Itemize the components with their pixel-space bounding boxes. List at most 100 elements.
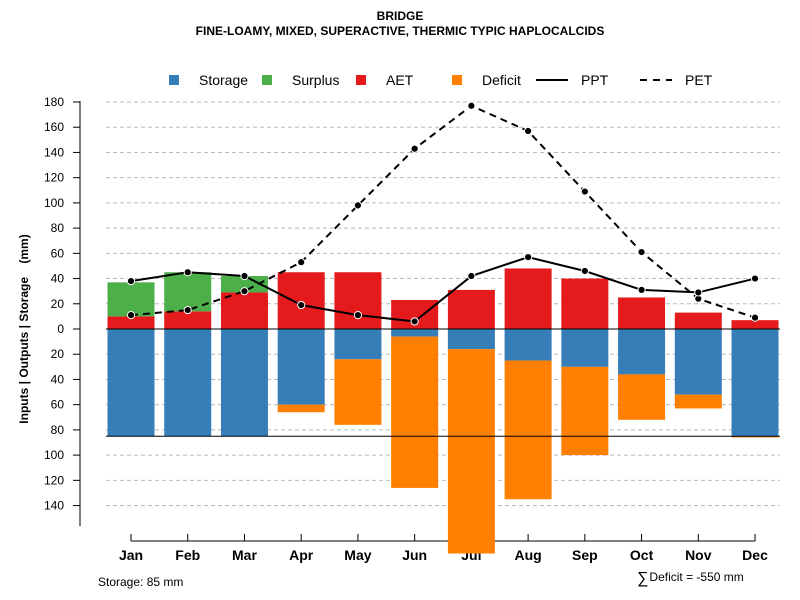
x-tick-label: May (344, 547, 371, 563)
ppt-point (694, 288, 703, 297)
deficit-total-note: ∑Deficit = -550 mm (637, 570, 744, 588)
pet-line (130, 104, 756, 319)
pet-point (750, 313, 760, 322)
x-tick-label: Feb (175, 547, 200, 563)
storage-note: Storage: 85 mm (98, 575, 184, 589)
surplus-bar (107, 282, 155, 317)
y-tick-label: 160 (44, 120, 64, 134)
ppt-point (240, 271, 249, 281)
pet-point (467, 101, 476, 110)
x-tick-label: Apr (289, 547, 314, 563)
aet-bar (220, 292, 268, 329)
y-tick-label: 100 (44, 196, 64, 210)
storage-bar (164, 329, 212, 437)
deficit-bar (504, 360, 552, 500)
deficit-bar (334, 359, 382, 425)
x-tick-label: Dec (742, 547, 768, 563)
ppt-point (467, 271, 476, 281)
pet-point (580, 187, 589, 196)
deficit-bar (447, 349, 495, 554)
storage-bar (334, 329, 382, 360)
pet-point (126, 311, 136, 320)
legend-swatch (262, 75, 272, 85)
legend-label: Surplus (292, 72, 339, 88)
aet-bar (618, 297, 666, 329)
y-tick-label: 60 (51, 398, 65, 412)
storage-bar (674, 329, 722, 395)
x-tick-label: Jan (119, 547, 143, 563)
storage-bar (220, 329, 268, 437)
storage-bar (504, 329, 552, 361)
x-tick-label: Nov (685, 547, 712, 563)
storage-bar (107, 329, 155, 437)
y-tick-label: 60 (51, 246, 65, 260)
y-tick-label: 180 (44, 95, 64, 109)
legend: Storage Surplus AET Deficit PPT PET (169, 72, 713, 88)
y-tick-label: 40 (51, 272, 65, 286)
storage-bar (618, 329, 666, 375)
legend-swatch (169, 75, 179, 85)
y-tick-label: 120 (44, 171, 64, 185)
ppt-point (524, 253, 533, 262)
storage-bar (447, 329, 495, 350)
storage-bar (391, 329, 439, 337)
deficit-total-text: Deficit = -550 mm (649, 570, 744, 584)
ppt-point (297, 300, 306, 310)
deficit-bar (674, 394, 722, 409)
pet-point (410, 144, 419, 153)
aet-bar (561, 278, 609, 329)
deficit-bar (618, 374, 666, 420)
legend-swatch (452, 75, 462, 85)
pet-point (524, 126, 533, 136)
y-axis-label: Inputs | Outputs | Storage (mm) (17, 234, 31, 423)
aet-bar (277, 272, 325, 329)
deficit-bar (731, 436, 779, 438)
y-tick-label: 20 (51, 347, 65, 361)
ppt-point (580, 266, 589, 276)
legend-label: PET (685, 72, 713, 88)
ppt-point (637, 285, 646, 295)
deficit-bar (561, 366, 609, 456)
legend-label: Storage (199, 72, 248, 88)
x-tick-label: Sep (572, 547, 598, 563)
deficit-sum-symbol: ∑ (637, 570, 649, 587)
y-tick-label: 20 (51, 297, 65, 311)
aet-bar (731, 320, 779, 329)
pet-point (353, 201, 363, 210)
legend-swatch (356, 75, 366, 85)
y-tick-label: 80 (51, 221, 65, 235)
aet-bar (334, 272, 382, 329)
chart-title: BRIDGE (376, 9, 424, 23)
chart-subtitle: FINE-LOAMY, MIXED, SUPERACTIVE, THERMIC … (195, 24, 605, 38)
legend-label: AET (386, 72, 414, 88)
y-tick-label: 100 (44, 448, 64, 462)
x-tick-label: Jun (402, 547, 427, 563)
pet-point (637, 247, 646, 257)
ppt-point (410, 317, 419, 326)
legend-label: PPT (581, 72, 609, 88)
aet-bar (674, 312, 722, 329)
deficit-bar (391, 336, 439, 488)
aet-bar (107, 316, 155, 329)
storage-bar (561, 329, 609, 367)
ppt-point (750, 274, 760, 283)
ppt-point (353, 311, 363, 320)
aet-bar (164, 311, 212, 329)
y-tick-label: 120 (44, 473, 64, 487)
x-tick-label: Mar (232, 547, 257, 563)
legend-label: Deficit (482, 72, 521, 88)
y-tick-label: 80 (51, 423, 65, 437)
surplus-bar (220, 276, 268, 293)
x-tick-label: Aug (515, 547, 542, 563)
ppt-point (126, 276, 136, 286)
y-tick-label: 40 (51, 372, 65, 386)
x-tick-label: Oct (630, 547, 654, 563)
storage-bar (731, 329, 779, 437)
y-tick-label: 140 (44, 499, 64, 513)
aet-bar (504, 268, 552, 329)
ppt-point (183, 268, 192, 277)
storage-bar (277, 329, 325, 405)
y-tick-label: 0 (57, 322, 64, 336)
pet-point (297, 258, 306, 267)
